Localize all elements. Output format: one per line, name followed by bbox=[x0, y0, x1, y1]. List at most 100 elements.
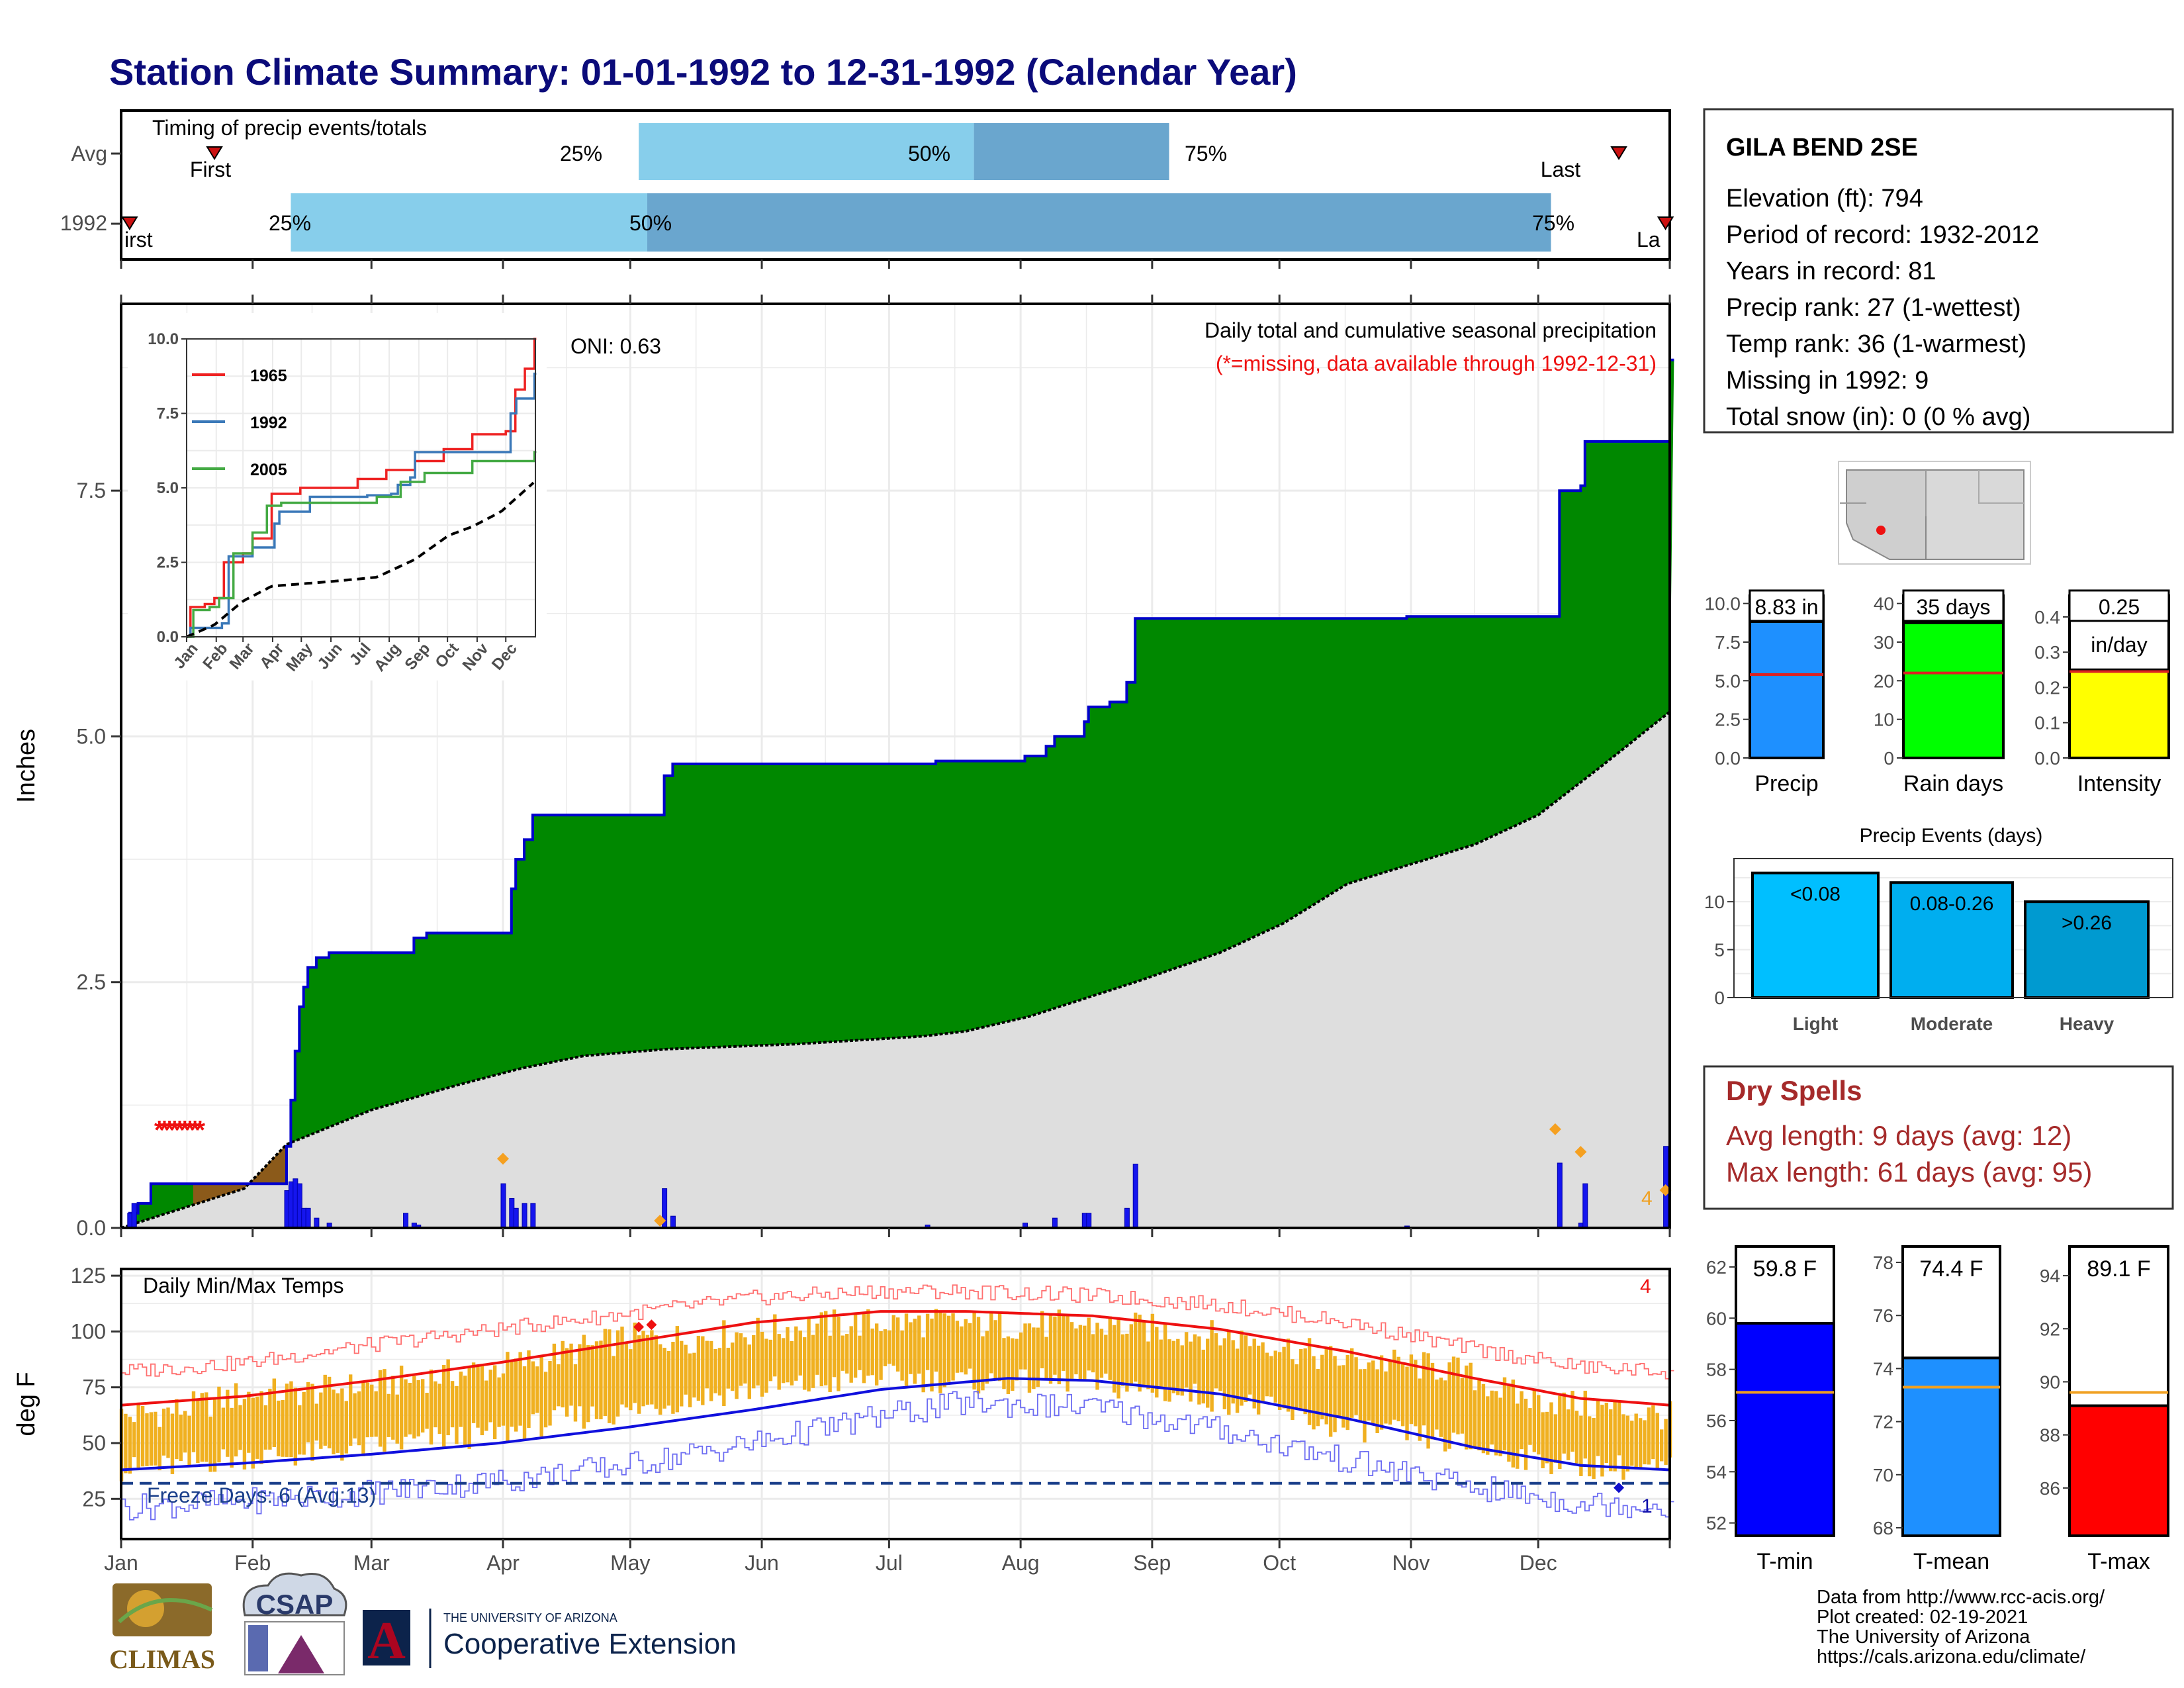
temp-daily-range-bar bbox=[1651, 1405, 1655, 1460]
temp-daily-range-bar bbox=[1252, 1338, 1256, 1409]
temp-bar-y-tick-label: 58 bbox=[1706, 1360, 1727, 1380]
temp-daily-range-bar bbox=[807, 1317, 811, 1392]
temp-daily-range-bar bbox=[323, 1374, 327, 1446]
timing-avg-q25-label: 25% bbox=[560, 142, 602, 165]
timing-year-q25-label: 25% bbox=[269, 211, 311, 235]
temp-daily-range-bar bbox=[925, 1313, 930, 1370]
temp-daily-range-bar bbox=[1146, 1341, 1150, 1389]
mini-bar-label: Intensity bbox=[2077, 771, 2161, 796]
events-frame bbox=[1733, 858, 2173, 998]
temp-daily-range-bar bbox=[1303, 1348, 1307, 1415]
precip-missing-caption: (*=missing, data available through 1992-… bbox=[1216, 352, 1657, 375]
temp-bar-y-tick-label: 74 bbox=[1873, 1358, 1893, 1379]
temp-daily-range-bar bbox=[709, 1340, 713, 1401]
temp-daily-range-bar bbox=[1227, 1331, 1231, 1415]
ua-cooperative-extension: Cooperative Extension bbox=[443, 1628, 737, 1660]
temp-daily-range-bar bbox=[756, 1317, 760, 1386]
temp-daily-range-bar bbox=[1634, 1413, 1638, 1470]
temp-bar-y-tick-label: 52 bbox=[1706, 1513, 1727, 1534]
temp-daily-range-bar bbox=[1201, 1349, 1205, 1404]
temp-daily-range-bar bbox=[1053, 1316, 1057, 1375]
temp-daily-range-bar bbox=[951, 1313, 955, 1381]
temp-daily-range-bar bbox=[161, 1408, 166, 1456]
temp-daily-range-bar bbox=[1566, 1409, 1570, 1460]
temp-daily-range-bar bbox=[726, 1348, 730, 1389]
temp-daily-range-bar bbox=[425, 1393, 429, 1429]
temp-daily-range-bar bbox=[1138, 1314, 1142, 1392]
temp-daily-range-bar bbox=[858, 1335, 862, 1370]
mini-bar-value: 0.25 bbox=[2099, 595, 2140, 619]
temp-daily-range-bar bbox=[730, 1342, 735, 1391]
temp-daily-range-bar bbox=[1490, 1390, 1494, 1445]
temp-daily-range-bar bbox=[1430, 1362, 1435, 1440]
temp-daily-range-bar bbox=[531, 1361, 535, 1415]
temp-daily-range-bar bbox=[1477, 1380, 1481, 1450]
missing-data-marker: * bbox=[179, 1115, 190, 1145]
temp-daily-range-bar bbox=[1193, 1334, 1197, 1384]
temp-daily-range-bar bbox=[234, 1383, 238, 1457]
precip-daily-bar bbox=[1557, 1162, 1563, 1229]
temp-daily-range-bar bbox=[1277, 1352, 1282, 1411]
temp-daily-range-bar bbox=[1541, 1412, 1545, 1469]
temp-daily-range-bar bbox=[853, 1313, 858, 1378]
temp-daily-range-bar bbox=[463, 1376, 467, 1445]
timing-year-last-marker bbox=[1657, 216, 1674, 230]
temp-daily-range-bar bbox=[404, 1379, 408, 1437]
timing-avg-q50-label: 50% bbox=[908, 142, 950, 165]
temp-daily-range-bar bbox=[259, 1391, 263, 1464]
temp-daily-range-bar bbox=[255, 1396, 259, 1459]
temp-daily-range-bar bbox=[166, 1407, 170, 1458]
temp-bar-t-max bbox=[2068, 1404, 2169, 1538]
temp-daily-range-bar bbox=[208, 1416, 212, 1472]
temp-daily-range-bar bbox=[641, 1331, 645, 1407]
temp-daily-range-bar bbox=[904, 1313, 909, 1386]
temp-daily-range-bar bbox=[862, 1312, 866, 1383]
precip-daily-bar bbox=[1052, 1217, 1058, 1229]
temp-daily-range-bar bbox=[1197, 1336, 1201, 1405]
temp-daily-range-bar bbox=[811, 1335, 815, 1388]
temp-daily-range-bar bbox=[832, 1309, 837, 1378]
temp-daily-range-bar bbox=[501, 1373, 506, 1426]
temp-daily-range-bar bbox=[688, 1353, 692, 1407]
temp-daily-range-bar bbox=[1244, 1335, 1248, 1403]
temp-daily-range-bar bbox=[1613, 1401, 1617, 1472]
temp-daily-range-bar bbox=[539, 1355, 543, 1437]
temp-daily-range-bar bbox=[879, 1331, 883, 1380]
temp-daily-range-bar bbox=[841, 1335, 845, 1371]
missing-data-marker: * bbox=[159, 1115, 170, 1145]
temp-daily-range-bar bbox=[1367, 1362, 1371, 1421]
mini-bar-y-tick-label: 0.3 bbox=[2034, 642, 2060, 663]
temp-daily-range-bar bbox=[1125, 1333, 1129, 1392]
temp-daily-range-bar bbox=[1333, 1356, 1337, 1432]
temp-daily-range-bar bbox=[684, 1344, 688, 1395]
temp-daily-range-bar bbox=[1295, 1364, 1299, 1408]
temp-daily-range-bar bbox=[666, 1350, 671, 1406]
temp-daily-range-bar bbox=[624, 1344, 629, 1408]
mini-bar-label: Precip bbox=[1754, 771, 1818, 796]
footer: CLIMAS CSAP A THE UNIVERSITY OF ARIZONA … bbox=[109, 1572, 2105, 1675]
temp-daily-range-bar bbox=[722, 1320, 726, 1407]
temp-daily-range-bar bbox=[1116, 1318, 1120, 1399]
inset-y-tick-label: 10.0 bbox=[148, 330, 179, 348]
mini-bar-y-tick-label: 5.0 bbox=[1715, 671, 1741, 691]
temp-daily-range-bar bbox=[1516, 1403, 1520, 1469]
mini-bar-value: 8.83 in bbox=[1754, 595, 1818, 619]
temp-bar-label: T-max bbox=[2087, 1549, 2150, 1574]
temp-daily-range-bar bbox=[1570, 1391, 1574, 1452]
temp-daily-range-bar bbox=[1282, 1346, 1286, 1409]
temp-daily-range-bar bbox=[535, 1366, 539, 1413]
temp-daily-range-bar bbox=[1011, 1338, 1015, 1391]
temp-daily-range-bar bbox=[319, 1392, 323, 1449]
temp-daily-range-bar bbox=[629, 1349, 633, 1411]
events-bar-light bbox=[1751, 871, 1880, 999]
temp-daily-range-bar bbox=[1120, 1334, 1125, 1386]
precip-daily-bar bbox=[1124, 1207, 1130, 1229]
station-line-period: Period of record: 1932-2012 bbox=[1726, 221, 2039, 249]
temp-daily-range-bar bbox=[1528, 1408, 1532, 1445]
timing-year-q75-label: 75% bbox=[1532, 211, 1574, 235]
temp-daily-range-bar bbox=[1015, 1338, 1019, 1381]
temp-daily-range-bar bbox=[955, 1321, 960, 1373]
temp-bar-y-tick-label: 76 bbox=[1873, 1305, 1893, 1326]
precip-panel: ********* 0.02.55.07.5 Inches ONI: 0.63 … bbox=[13, 295, 1674, 1240]
temp-daily-range-bar bbox=[302, 1391, 306, 1455]
